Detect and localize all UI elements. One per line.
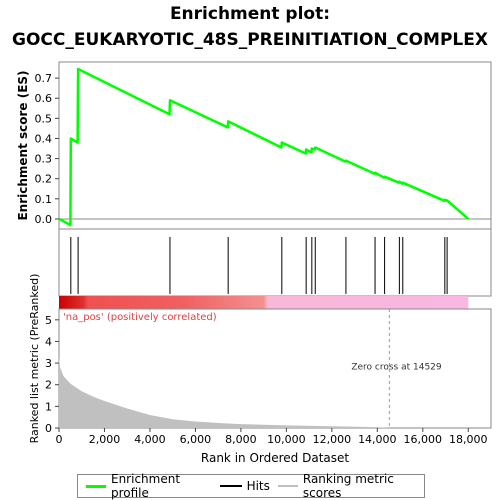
legend-swatch-hits	[219, 485, 242, 487]
enrichment-profile-line	[58, 67, 470, 227]
es-ytick-label-6: 0.6	[35, 92, 53, 105]
xtick-label-5: 10,000	[267, 433, 306, 446]
legend-label-enrichment: Enrichment profile	[110, 472, 181, 500]
es-ytick-label-3: 0.3	[35, 153, 53, 166]
es-ytick-label-1: 0.1	[35, 193, 53, 206]
metric-panel-frame	[58, 308, 492, 429]
xtick-label-6: 12,000	[313, 433, 352, 446]
xtick-label-8: 16,000	[404, 433, 443, 446]
legend-swatch-metric	[277, 485, 298, 487]
legend-label-metric: Ranking metric scores	[302, 472, 394, 500]
metric-ytick-label-0: 0	[45, 422, 52, 435]
chart-title-line2: GOCC_EUKARYOTIC_48S_PREINITIATION_COMPLE…	[12, 30, 488, 50]
positive-correlation-label: 'na_pos' (positively correlated)	[63, 312, 217, 323]
hits-panel-frame	[58, 228, 492, 297]
metric-ytick-label-3: 3	[45, 357, 52, 370]
xtick-label-2: 4,000	[134, 433, 166, 446]
metric-ytick-label-1: 1	[45, 400, 52, 413]
chart-title-line1: Enrichment plot:	[169, 4, 331, 24]
metric-ylabel: Ranked list metric (PreRanked)	[28, 274, 41, 444]
metric-ytick-label-5: 5	[45, 314, 52, 327]
xtick-label-1: 2,000	[89, 433, 121, 446]
legend-swatch-enrichment	[86, 484, 106, 488]
es-ylabel: Enrichment score (ES)	[16, 70, 30, 220]
es-ytick-label-2: 0.2	[35, 173, 53, 186]
metric-ytick-label-4: 4	[45, 335, 52, 348]
xtick-label-4: 8,000	[225, 433, 257, 446]
es-ytick-label-4: 0.4	[35, 132, 53, 145]
es-ytick-label-5: 0.5	[35, 112, 53, 125]
ranked-colorbar	[59, 296, 469, 309]
zero-cross-label: Zero cross at 14529	[351, 363, 442, 373]
chart-legend: Enrichment profile Hits Ranking metric s…	[77, 472, 425, 500]
metric-ytick-label-2: 2	[45, 379, 52, 392]
es-ytick-label-0: 0.0	[35, 213, 53, 226]
ranking-metric-area	[59, 356, 390, 428]
xtick-label-0: 0	[56, 433, 63, 446]
xtick-label-3: 6,000	[180, 433, 212, 446]
legend-item-enrichment: Enrichment profile	[86, 472, 212, 500]
legend-item-hits: Hits	[219, 479, 270, 493]
xtick-label-9: 18,000	[449, 433, 488, 446]
es-ytick-label-7: 0.7	[35, 72, 53, 85]
legend-label-hits: Hits	[246, 479, 270, 493]
xtick-label-7: 14,000	[358, 433, 397, 446]
legend-item-metric: Ranking metric scores	[277, 472, 424, 500]
x-axis-label: Rank in Ordered Dataset	[201, 451, 349, 465]
